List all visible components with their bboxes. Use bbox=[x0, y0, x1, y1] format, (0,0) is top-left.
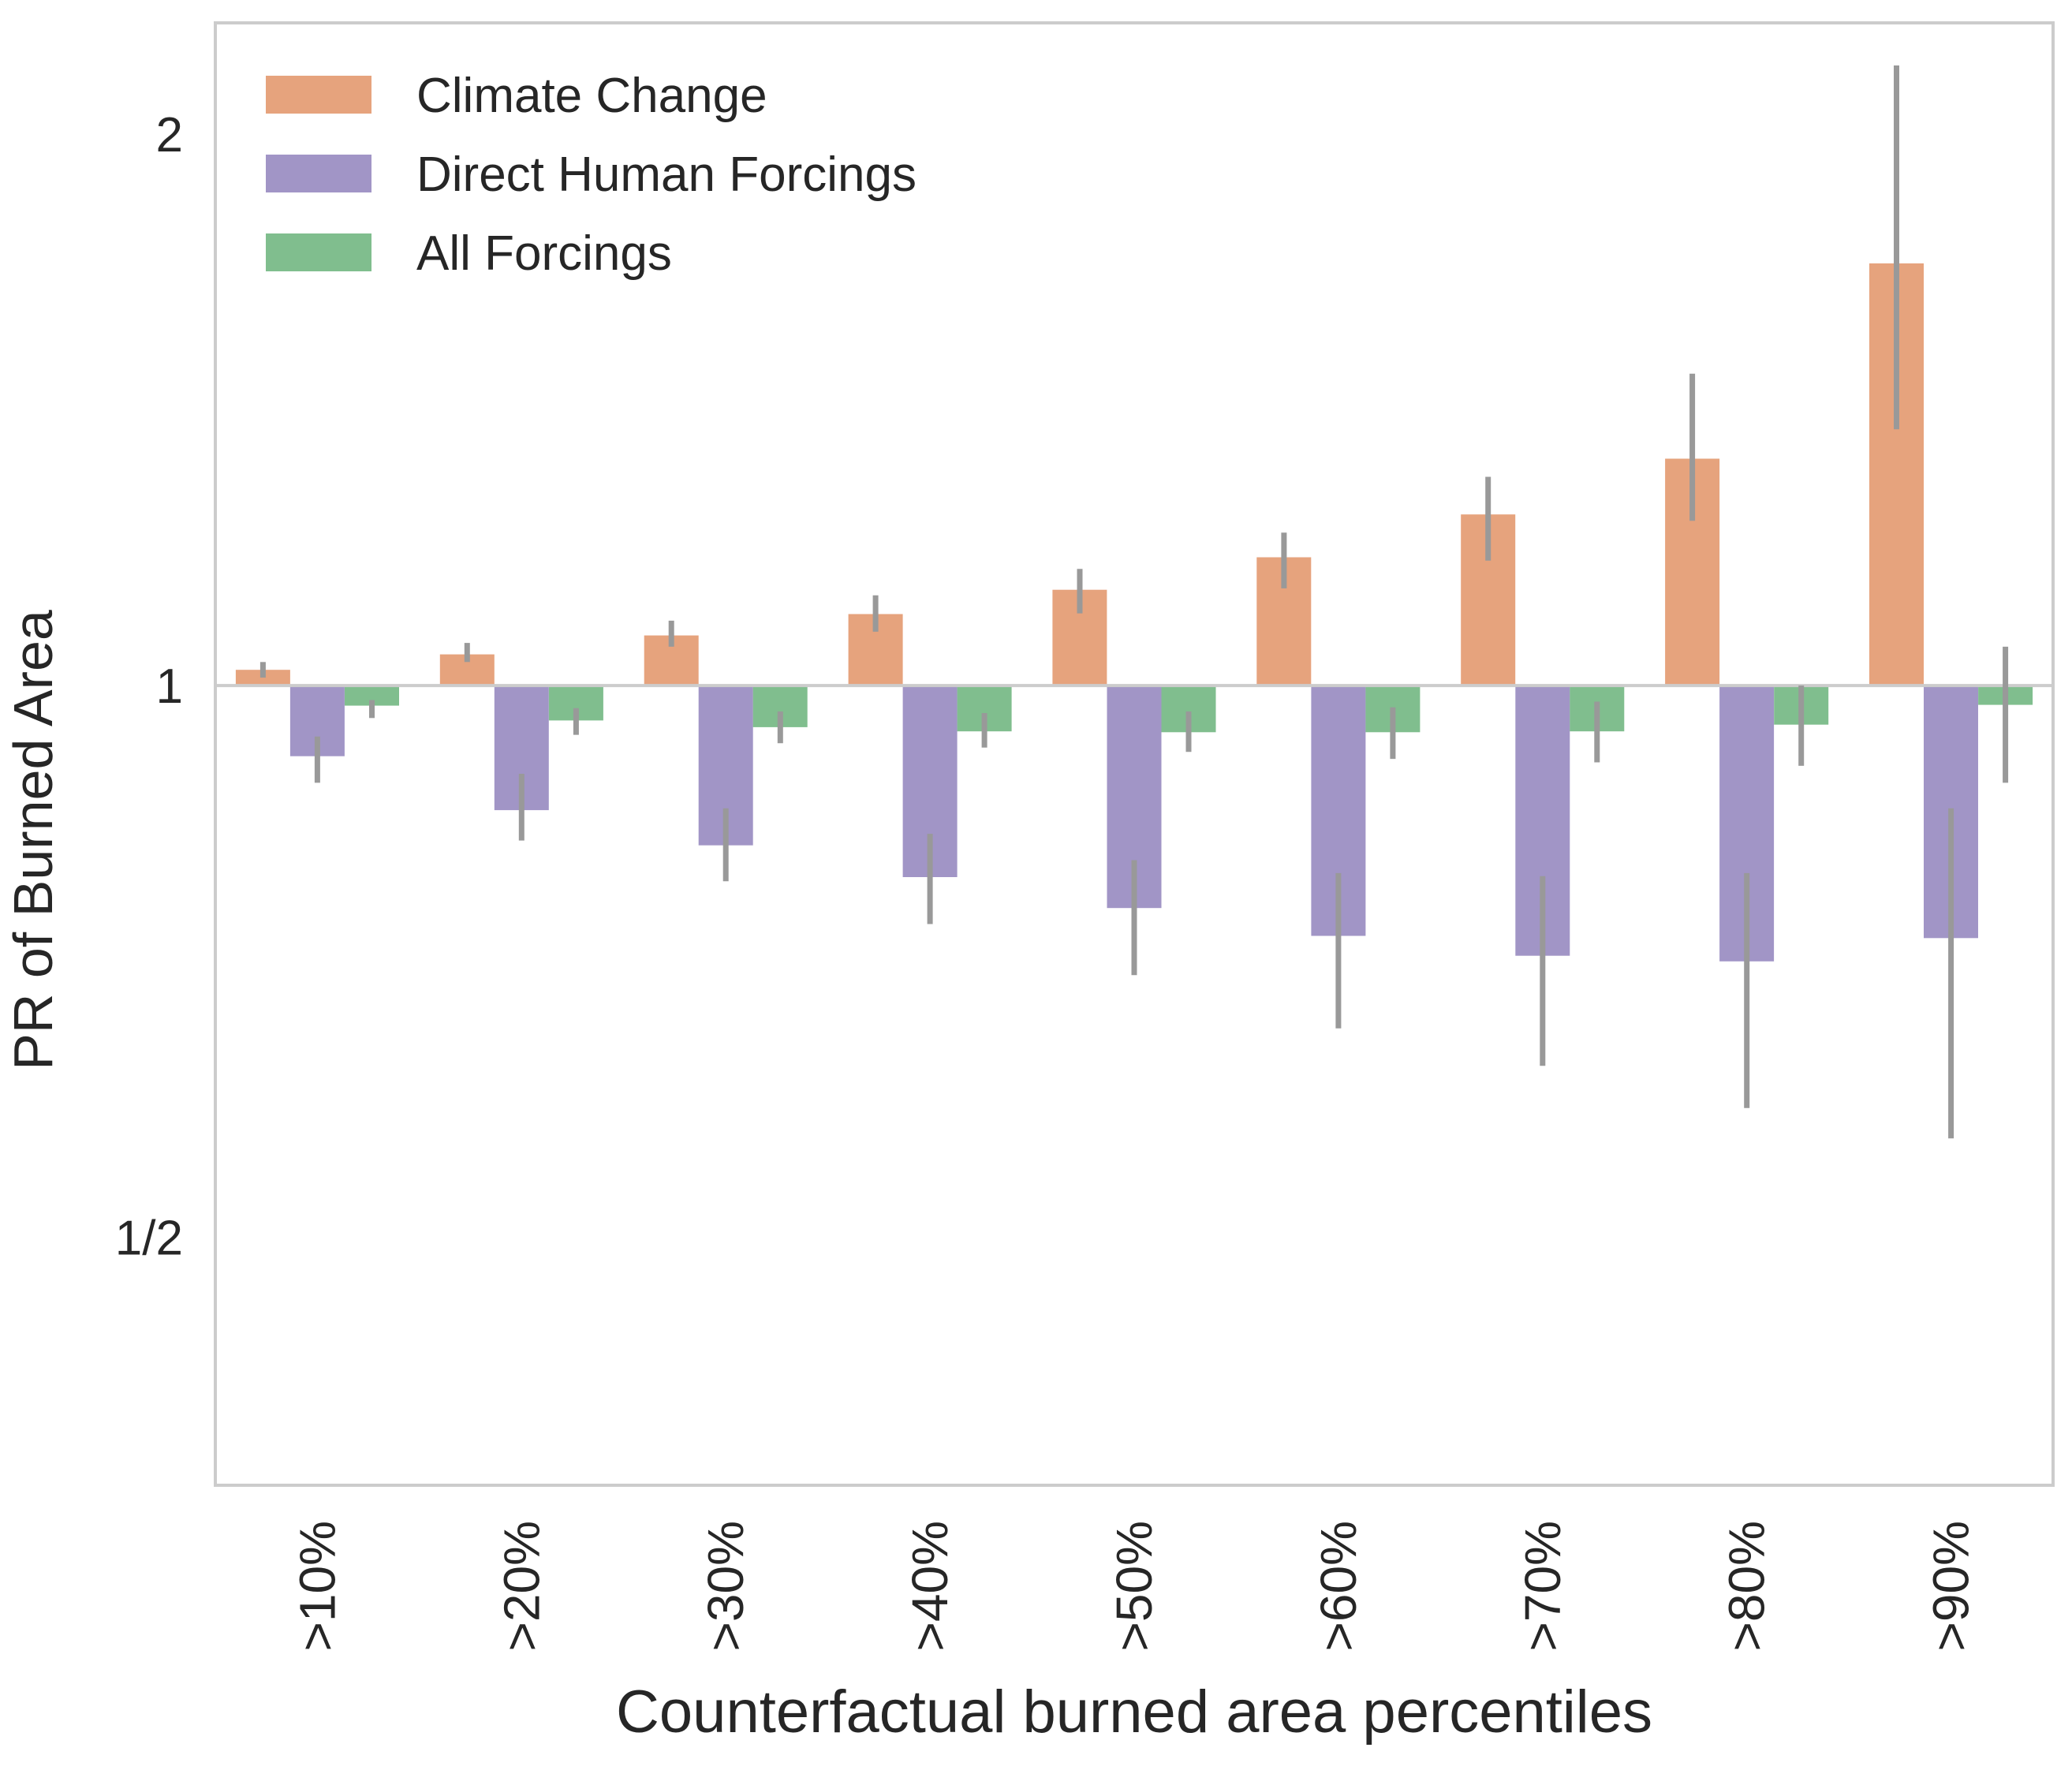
plot-frame bbox=[214, 21, 2055, 1487]
bars-layer bbox=[235, 263, 2033, 962]
x-tick-label-2: >20% bbox=[493, 1521, 550, 1651]
x-axis-label: Counterfactual burned area percentiles bbox=[616, 1679, 1652, 1746]
x-tick-label-3: >30% bbox=[697, 1521, 754, 1651]
x-tick-label-4: >40% bbox=[902, 1521, 958, 1651]
legend: Climate Change Direct Human Forcings All F… bbox=[266, 69, 917, 281]
y-tick-labels: 1/2 1 2 bbox=[115, 108, 183, 1265]
x-tick-label-1: >10% bbox=[289, 1521, 345, 1651]
bar-climate-change-1 bbox=[235, 670, 290, 686]
y-tick-label-3: 2 bbox=[156, 108, 183, 162]
legend-label-all-forcings: All Forcings bbox=[416, 226, 672, 281]
x-tick-label-5: >50% bbox=[1106, 1521, 1163, 1651]
legend-swatch-all-forcings bbox=[266, 233, 371, 271]
y-axis-label: PR of Burned Area bbox=[2, 610, 64, 1070]
legend-swatch-direct-human-forcings bbox=[266, 155, 371, 192]
x-tick-label-9: >90% bbox=[1923, 1521, 1980, 1651]
y-tick-label-2: 1 bbox=[156, 659, 183, 714]
legend-swatch-climate-change bbox=[266, 76, 371, 114]
legend-label-direct-human-forcings: Direct Human Forcings bbox=[416, 148, 917, 202]
x-tick-label-6: >60% bbox=[1310, 1521, 1367, 1651]
x-tick-label-8: >80% bbox=[1719, 1521, 1775, 1651]
x-tick-labels: >10% >20% >30% >40% >50% >60% >70% >80% >90% bbox=[289, 1521, 1979, 1651]
legend-label-climate-change: Climate Change bbox=[416, 69, 767, 123]
error-bars-layer bbox=[259, 65, 2009, 1139]
x-tick-label-7: >70% bbox=[1514, 1521, 1571, 1651]
y-tick-label-1: 1/2 bbox=[115, 1211, 183, 1265]
